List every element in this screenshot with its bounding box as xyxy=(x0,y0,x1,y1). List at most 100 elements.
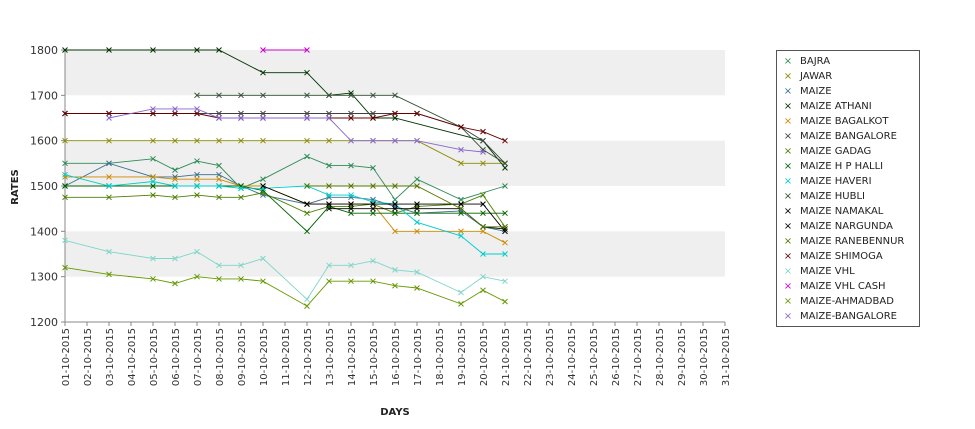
data-point xyxy=(216,276,222,282)
data-point xyxy=(480,160,486,167)
legend-label: MAIZE NARGUNDA xyxy=(800,221,893,232)
data-point xyxy=(458,196,464,203)
y-tick-label: 1600 xyxy=(30,135,58,148)
data-point xyxy=(458,124,464,130)
data-point xyxy=(502,239,508,246)
data-point xyxy=(348,162,354,169)
series-line xyxy=(197,94,506,164)
data-point xyxy=(414,285,420,291)
data-point xyxy=(480,128,486,135)
legend-marker-icon: × xyxy=(783,116,793,127)
data-point xyxy=(348,92,354,99)
legend-item: × MAIZE BANGALORE xyxy=(781,130,897,144)
data-point xyxy=(150,106,156,112)
data-point xyxy=(194,158,200,164)
legend-marker-icon: × xyxy=(783,146,793,157)
data-point xyxy=(150,137,156,144)
data-point xyxy=(480,210,486,217)
legend-label: BAJRA xyxy=(800,56,831,67)
data-point xyxy=(150,183,156,189)
data-point xyxy=(194,192,200,198)
data-point xyxy=(62,171,68,178)
data-point xyxy=(502,226,508,232)
data-point xyxy=(260,189,266,196)
data-point xyxy=(370,210,376,217)
data-point xyxy=(238,92,244,99)
grid-band xyxy=(65,140,725,186)
grid-band xyxy=(65,231,725,277)
x-tick-label: 31-10-2015 xyxy=(721,328,732,386)
data-point xyxy=(326,201,332,207)
data-point xyxy=(480,192,486,198)
data-point xyxy=(392,115,398,121)
legend-item: × BAJRA xyxy=(781,55,830,69)
data-point xyxy=(150,255,156,262)
legend-item: × MAIZE HUBLI xyxy=(781,190,865,204)
legend-label: MAIZE-BANGALORE xyxy=(800,311,897,322)
x-tick-label: 10-10-2015 xyxy=(259,328,270,386)
data-point xyxy=(238,115,244,121)
legend-label: MAIZE BAGALKOT xyxy=(800,116,889,127)
data-point xyxy=(326,183,332,189)
data-point xyxy=(480,201,486,207)
x-tick-label: 04-10-2015 xyxy=(127,328,138,386)
data-point xyxy=(502,137,508,144)
x-tick-label: 24-10-2015 xyxy=(567,328,578,386)
legend-label: MAIZE xyxy=(800,86,832,97)
legend-label: MAIZE ATHANI xyxy=(800,101,872,112)
legend-label: MAIZE NAMAKAL xyxy=(800,206,884,217)
data-point xyxy=(458,228,464,235)
data-point xyxy=(326,192,332,198)
data-point xyxy=(304,110,310,117)
legend-marker-icon: × xyxy=(783,281,793,292)
x-tick-label: 03-10-2015 xyxy=(105,328,116,386)
legend-marker-icon: × xyxy=(783,251,793,262)
legend-marker-icon: × xyxy=(783,71,793,82)
legend-item: × MAIZE-BANGALORE xyxy=(781,310,897,324)
data-point xyxy=(304,47,310,53)
x-tick-label: 13-10-2015 xyxy=(325,328,336,386)
data-point xyxy=(304,228,310,235)
series-maize-ranebennur xyxy=(304,183,508,230)
data-point xyxy=(216,262,222,269)
legend-item: × JAWAR xyxy=(781,70,832,84)
data-point xyxy=(414,228,420,235)
x-tick-label: 22-10-2015 xyxy=(523,328,534,386)
x-tick-label: 21-10-2015 xyxy=(501,328,512,386)
data-point xyxy=(216,137,222,144)
data-point xyxy=(106,194,112,201)
series-line xyxy=(262,185,506,232)
data-point xyxy=(238,137,244,144)
legend-marker-icon: × xyxy=(783,191,793,202)
legend-label: MAIZE H P HALLI xyxy=(800,161,884,172)
data-point xyxy=(370,137,376,144)
data-point xyxy=(458,208,464,214)
series-maize-namakal xyxy=(260,183,508,235)
data-point xyxy=(260,69,266,76)
data-point xyxy=(370,278,376,285)
data-point xyxy=(106,174,112,180)
data-point xyxy=(172,110,178,117)
legend-label: MAIZE HAVERI xyxy=(800,176,872,187)
x-tick-label: 09-10-2015 xyxy=(237,328,248,386)
legend-item: × MAIZE SHIMOGA xyxy=(781,250,883,264)
legend-label: JAWAR xyxy=(800,71,833,82)
data-point xyxy=(348,115,354,121)
series-maize-bangalore xyxy=(106,106,486,155)
x-tick-label: 15-10-2015 xyxy=(369,328,380,386)
data-point xyxy=(172,183,178,189)
x-tick-label: 26-10-2015 xyxy=(611,328,622,386)
y-tick-label: 1300 xyxy=(30,271,58,284)
x-tick-label: 06-10-2015 xyxy=(171,328,182,386)
data-point xyxy=(260,183,266,189)
data-point xyxy=(216,183,222,189)
legend-item: × MAIZE VHL xyxy=(781,265,855,279)
data-point xyxy=(106,271,112,278)
data-point xyxy=(348,90,354,96)
x-axis: 01-10-2015 02-10-2015 03-10-2015 04-10-2015… xyxy=(61,321,732,386)
data-point xyxy=(348,137,354,144)
x-tick-label: 19-10-2015 xyxy=(457,328,468,386)
legend-item: × MAIZE VHL CASH xyxy=(781,280,886,294)
legend-label: MAIZE-AHMADBAD xyxy=(800,296,894,307)
data-point xyxy=(304,137,310,144)
